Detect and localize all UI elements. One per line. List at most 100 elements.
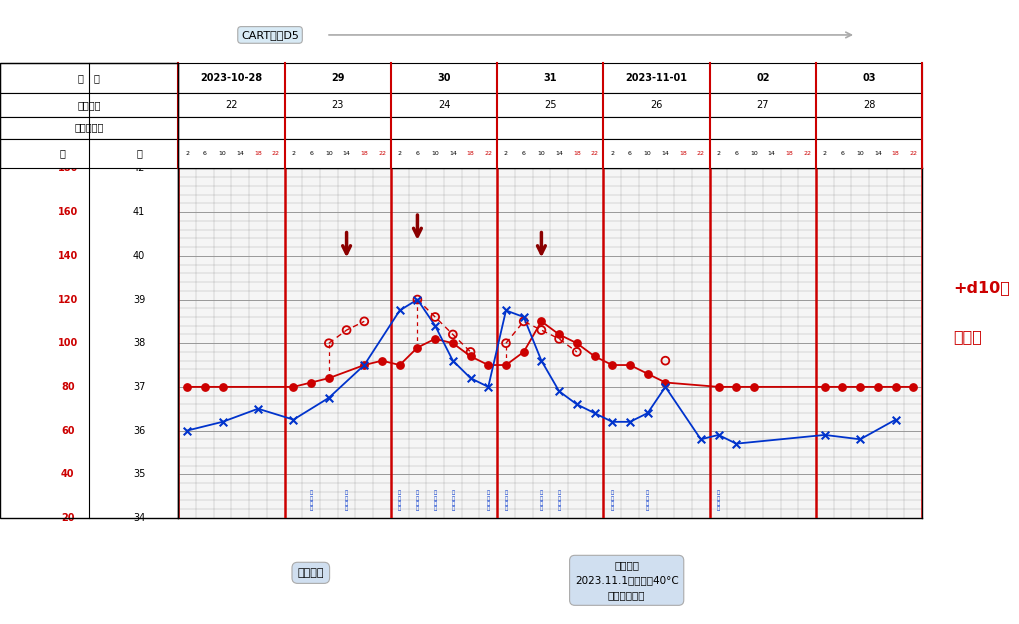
Point: [693, 434, 709, 444]
Point: [444, 329, 461, 339]
Text: 22: 22: [378, 151, 386, 156]
Point: [374, 356, 390, 366]
Point: [498, 360, 515, 370]
Text: 药
物
排
量: 药 物 排 量: [451, 490, 454, 512]
Text: 药
物
排
量: 药 物 排 量: [610, 490, 613, 512]
Point: [710, 430, 727, 440]
Point: [285, 382, 302, 392]
Point: [569, 347, 585, 357]
Text: 18: 18: [786, 151, 793, 156]
Text: 6: 6: [522, 151, 526, 156]
Text: 间: 间: [137, 149, 142, 158]
Text: 22: 22: [591, 151, 598, 156]
Text: 39: 39: [132, 295, 146, 305]
Point: [604, 360, 621, 370]
Text: 22: 22: [225, 100, 237, 110]
Text: 6: 6: [416, 151, 420, 156]
Point: [622, 417, 638, 427]
Text: 时: 时: [60, 149, 65, 158]
Point: [870, 382, 887, 392]
Point: [250, 404, 266, 414]
Text: 10: 10: [325, 151, 333, 156]
Text: 40: 40: [61, 469, 74, 479]
Point: [410, 295, 426, 305]
Text: +d10起

无发热: +d10起 无发热: [953, 280, 1010, 344]
Text: CART回输D5: CART回输D5: [242, 30, 299, 40]
Point: [533, 316, 549, 326]
Text: 14: 14: [661, 151, 669, 156]
Point: [444, 338, 461, 348]
Point: [516, 312, 532, 322]
Text: 药
物
排
量: 药 物 排 量: [398, 490, 401, 512]
Point: [321, 373, 337, 383]
Text: 22: 22: [484, 151, 492, 156]
Point: [357, 360, 373, 370]
Text: 体温
(°C): 体温 (°C): [130, 142, 148, 161]
Point: [604, 417, 621, 427]
Point: [391, 360, 408, 370]
Point: [551, 329, 568, 339]
Text: 10: 10: [431, 151, 439, 156]
Text: 药
物
排
量: 药 物 排 量: [717, 490, 720, 512]
Text: 6: 6: [735, 151, 738, 156]
Text: 亚胺培南
2023.11.1体温最高40°C
给予托珠单抗: 亚胺培南 2023.11.1体温最高40°C 给予托珠单抗: [575, 560, 679, 600]
Text: 2: 2: [610, 151, 614, 156]
Text: 30: 30: [437, 73, 450, 83]
Text: 6: 6: [841, 151, 845, 156]
Point: [179, 382, 196, 392]
Text: 35: 35: [132, 469, 146, 479]
Point: [444, 356, 461, 366]
Text: 亚胺培南: 亚胺培南: [298, 568, 324, 578]
Text: 22: 22: [697, 151, 705, 156]
Point: [179, 426, 196, 436]
Text: 药
物
排
量: 药 物 排 量: [345, 490, 348, 512]
Text: 14: 14: [555, 151, 564, 156]
Text: 6: 6: [628, 151, 632, 156]
Point: [657, 356, 674, 366]
Text: 6: 6: [203, 151, 207, 156]
Point: [816, 430, 833, 440]
Point: [498, 338, 515, 348]
Point: [463, 347, 479, 357]
Point: [905, 382, 921, 392]
Point: [410, 343, 426, 353]
Text: 18: 18: [467, 151, 475, 156]
Text: 40: 40: [132, 251, 146, 261]
Text: 10: 10: [750, 151, 758, 156]
Text: 42: 42: [132, 163, 146, 173]
Text: 22: 22: [803, 151, 811, 156]
Text: 14: 14: [767, 151, 775, 156]
Text: 14: 14: [236, 151, 245, 156]
Point: [728, 382, 744, 392]
Text: 脉搏
(次/分): 脉搏 (次/分): [52, 142, 73, 161]
Text: 2: 2: [397, 151, 401, 156]
Point: [516, 316, 532, 326]
Point: [285, 414, 302, 424]
Point: [657, 382, 674, 392]
Text: 24: 24: [438, 100, 450, 110]
Point: [391, 306, 408, 316]
Text: 药
物
排
量: 药 物 排 量: [646, 490, 649, 512]
Text: 18: 18: [573, 151, 581, 156]
Point: [303, 378, 319, 388]
Text: 23: 23: [331, 100, 344, 110]
Point: [852, 382, 868, 392]
Point: [816, 382, 833, 392]
Point: [622, 360, 638, 370]
Point: [357, 316, 373, 326]
Text: 14: 14: [449, 151, 457, 156]
Point: [728, 439, 744, 449]
Text: 60: 60: [61, 426, 74, 436]
Point: [569, 399, 585, 409]
Text: 18: 18: [892, 151, 900, 156]
Point: [338, 325, 355, 335]
Text: 药
物
排
量: 药 物 排 量: [310, 490, 313, 512]
Point: [551, 386, 568, 396]
Text: 41: 41: [132, 207, 146, 217]
Point: [214, 382, 230, 392]
Text: 药
物
排
量: 药 物 排 量: [504, 490, 507, 512]
Point: [533, 356, 549, 366]
Text: 22: 22: [272, 151, 280, 156]
Point: [480, 360, 496, 370]
Point: [427, 312, 443, 322]
